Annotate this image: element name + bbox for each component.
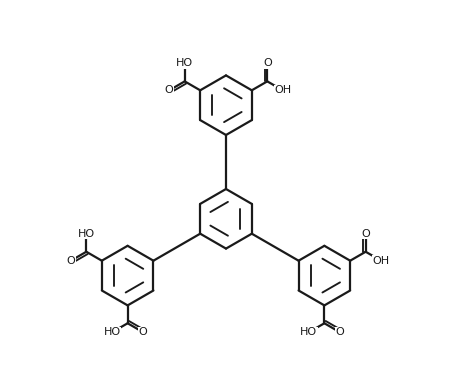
Text: HO: HO [103, 327, 120, 337]
Text: O: O [165, 85, 173, 95]
Text: O: O [360, 229, 369, 239]
Text: OH: OH [372, 256, 389, 266]
Text: HO: HO [299, 327, 317, 337]
Text: OH: OH [274, 85, 291, 95]
Text: O: O [66, 256, 75, 266]
Text: O: O [335, 327, 344, 337]
Text: O: O [262, 59, 271, 68]
Text: O: O [138, 327, 147, 337]
Text: HO: HO [78, 229, 95, 239]
Text: HO: HO [176, 59, 193, 68]
